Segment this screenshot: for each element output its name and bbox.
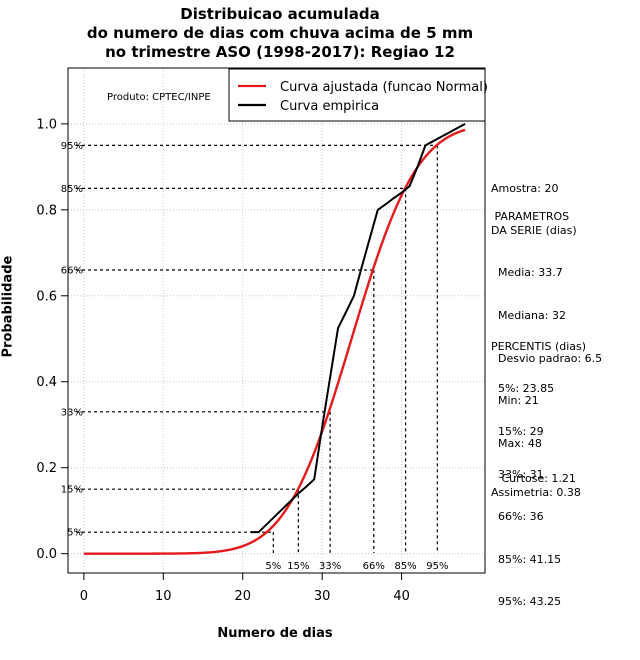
percentile-guides: 5% 5% 15% 15% 33% 33% 66% 66% 85% 85% 95% 95% <box>61 141 449 572</box>
fitted-normal-curve <box>83 128 466 555</box>
param-media: Media: 33.7 <box>491 266 563 280</box>
sample-size: Amostra: 20 <box>491 182 559 195</box>
chart-title-line-3: no trimestre ASO (1998-2017): Regiao 12 <box>105 43 455 61</box>
percentile-5: 5%: 23.85 <box>491 382 555 396</box>
params-title: PARAMETROS DA SERIE (dias) <box>491 210 577 238</box>
chart-title-line-1: Distribuicao acumulada <box>180 5 380 23</box>
y-tick-label: 0.2 <box>36 461 57 476</box>
empirical-curve <box>250 122 466 534</box>
percentiles-list: 5%: 23.85 15%: 29 33%: 31 66%: 36 85%: 4… <box>491 354 561 624</box>
param-min: Min: 21 <box>491 394 539 408</box>
chart-title: Distribuicao acumulada do numero de dias… <box>0 5 560 62</box>
percentile-85: 85%: 41.15 <box>491 552 562 566</box>
x-tick-label: 10 <box>155 589 172 604</box>
legend-box <box>228 68 486 122</box>
y-tick-label: 0.6 <box>36 289 57 304</box>
x-axis-label: Numero de dias <box>217 626 333 641</box>
percentile-15: 15%: 29 <box>491 425 544 439</box>
producer-note: Produto: CPTEC/INPE <box>107 92 211 103</box>
series-layer <box>83 122 466 555</box>
percentile-y-label: 95% <box>61 141 83 152</box>
legend-label: Curva ajustada (funcao Normal) <box>280 80 488 95</box>
percentile-x-label: 95% <box>426 561 448 572</box>
x-tick-label: 20 <box>234 589 251 604</box>
percentile-y-label: 85% <box>61 184 83 195</box>
percentile-x-label: 66% <box>363 561 385 572</box>
param-desvio: Desvio padrao: 6.5 <box>491 351 603 365</box>
y-tick-label: 0.4 <box>36 375 57 390</box>
plot-frame <box>67 67 486 574</box>
percentile-x-label: 5% <box>265 561 281 572</box>
percentiles-title: PERCENTIS (dias) <box>491 340 587 353</box>
percentile-y-label: 33% <box>61 407 83 418</box>
percentile-33: 33%: 31 <box>491 467 544 481</box>
param-max: Max: 48 <box>491 436 542 450</box>
y-tick-label: 1.0 <box>36 117 57 132</box>
percentile-95: 95%: 43.25 <box>491 595 562 609</box>
legend-label: Curva empirica <box>280 99 379 114</box>
percentile-x-label: 33% <box>319 561 341 572</box>
percentile-y-label: 5% <box>67 528 83 539</box>
chart-title-line-2: do numero de dias com chuva acima de 5 m… <box>86 24 474 42</box>
param-mediana: Mediana: 32 <box>491 309 566 323</box>
axes: 0 10 20 30 40 0.0 0.2 0.4 0.6 0.8 1.0 <box>36 67 486 604</box>
y-tick-label: 0.0 <box>36 547 57 562</box>
x-tick-label: 40 <box>393 589 410 604</box>
params-list: Media: 33.7 Mediana: 32 Desvio padrao: 6… <box>491 238 602 465</box>
kurtosis: Curtose: 1.21 <box>491 472 576 485</box>
skewness: Assimetria: 0.38 <box>491 486 581 499</box>
grid <box>68 68 485 573</box>
percentile-x-label: 15% <box>287 561 309 572</box>
percentile-y-label: 15% <box>61 485 83 496</box>
percentile-y-label: 66% <box>61 266 83 277</box>
x-tick-label: 0 <box>80 589 88 604</box>
percentile-x-label: 85% <box>394 561 416 572</box>
y-tick-label: 0.8 <box>36 203 57 218</box>
y-axis-label: Probabilidade <box>0 255 16 358</box>
x-tick-label: 30 <box>314 589 331 604</box>
legend: Curva ajustada (funcao Normal) Curva empi… <box>228 68 488 122</box>
percentile-66: 66%: 36 <box>491 510 544 524</box>
